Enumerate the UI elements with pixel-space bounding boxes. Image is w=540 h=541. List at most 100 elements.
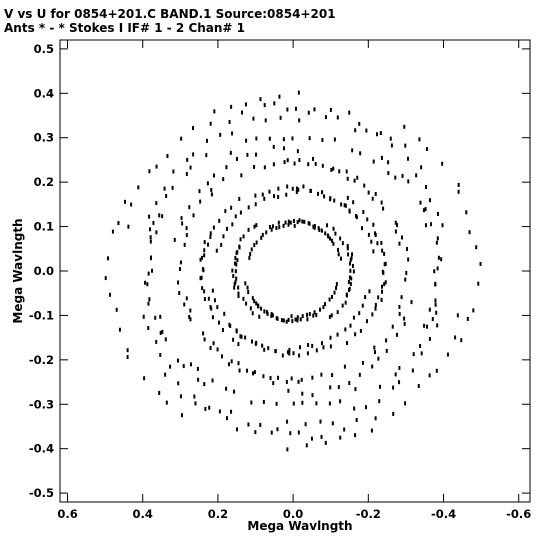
uv-point: [384, 280, 387, 285]
uv-point: [188, 205, 191, 210]
uv-point: [270, 312, 273, 317]
uv-point: [201, 255, 204, 260]
uv-point: [428, 336, 431, 341]
uv-point: [111, 229, 114, 234]
uv-point: [311, 375, 314, 380]
uv-point: [479, 261, 482, 266]
uv-point: [348, 110, 351, 115]
uv-point: [321, 190, 324, 195]
uv-point: [238, 244, 241, 249]
uv-point: [127, 224, 130, 229]
uv-point: [343, 203, 346, 208]
uv-point: [420, 351, 423, 356]
uv-point: [343, 427, 346, 432]
uv-point: [320, 372, 323, 377]
uv-point: [255, 301, 258, 306]
uv-point: [200, 275, 203, 280]
uv-point: [377, 356, 380, 361]
y-tick-label: 0.2: [34, 175, 54, 189]
uv-point: [192, 126, 195, 131]
x-tick-label: -0.2: [356, 507, 381, 521]
uv-point: [276, 316, 279, 321]
uv-point: [300, 377, 303, 382]
uv-point: [250, 339, 253, 344]
uv-point: [235, 251, 238, 256]
uv-point: [344, 300, 347, 305]
uv-point: [437, 255, 440, 260]
uv-point: [286, 158, 289, 163]
uv-point: [312, 156, 315, 161]
uv-point: [435, 368, 438, 373]
uv-point: [262, 399, 265, 404]
uv-point: [354, 332, 357, 337]
uv-point: [349, 268, 352, 273]
uv-point: [299, 317, 302, 322]
uv-point: [209, 121, 212, 126]
uv-point: [420, 165, 423, 170]
uv-point: [392, 385, 395, 390]
uv-point: [381, 284, 384, 289]
uv-point: [376, 241, 379, 246]
uv-point: [457, 189, 460, 194]
uv-point: [339, 236, 342, 241]
uv-point: [226, 226, 229, 231]
uv-point: [308, 312, 311, 317]
uv-point: [106, 256, 109, 261]
uv-point: [325, 223, 328, 228]
uv-point: [286, 184, 289, 189]
uv-point: [359, 151, 362, 156]
uv-point: [149, 239, 152, 244]
uv-point: [441, 223, 444, 228]
uv-point: [268, 136, 271, 141]
uv-point: [307, 110, 310, 115]
uv-point: [441, 161, 444, 166]
uv-point: [371, 312, 374, 317]
uv-point: [239, 210, 242, 215]
uv-point: [295, 186, 298, 191]
uv-point: [189, 165, 192, 170]
uv-point: [231, 268, 234, 273]
y-tick-label: 0.3: [34, 131, 54, 145]
uv-point: [155, 164, 158, 169]
uv-point: [301, 391, 304, 396]
uv-point: [364, 295, 367, 300]
uv-point: [341, 241, 344, 246]
uv-point: [264, 118, 267, 123]
uv-point: [177, 381, 180, 386]
uv-point: [206, 181, 209, 186]
uv-point: [115, 307, 118, 312]
uv-point: [424, 207, 427, 212]
uv-point: [288, 347, 291, 352]
uv-point: [367, 232, 370, 237]
uv-point: [272, 162, 275, 167]
uv-point: [295, 190, 298, 195]
uv-point: [186, 157, 189, 162]
uv-point: [332, 241, 335, 246]
uv-point: [262, 374, 265, 379]
uv-point: [246, 152, 249, 157]
uv-point: [417, 383, 420, 388]
uv-point: [332, 226, 335, 231]
uv-point: [231, 131, 234, 136]
uv-point: [383, 282, 386, 287]
uv-point: [336, 332, 339, 337]
uv-point: [311, 393, 314, 398]
uv-point: [251, 311, 254, 316]
uv-point: [232, 337, 235, 342]
uv-point: [203, 289, 206, 294]
uv-point: [292, 218, 295, 223]
uv-point: [177, 280, 180, 285]
uv-point: [291, 186, 294, 191]
uv-point: [380, 200, 383, 205]
uv-point: [248, 255, 251, 260]
uv-point: [333, 198, 336, 203]
uv-point: [410, 300, 413, 305]
uv-point: [435, 240, 438, 245]
uv-point: [392, 411, 395, 416]
uv-point: [335, 286, 338, 291]
uv-point: [352, 200, 355, 205]
uv-point: [401, 173, 404, 178]
uv-point: [329, 344, 332, 349]
uv-point: [360, 226, 363, 231]
uv-point: [374, 416, 377, 421]
